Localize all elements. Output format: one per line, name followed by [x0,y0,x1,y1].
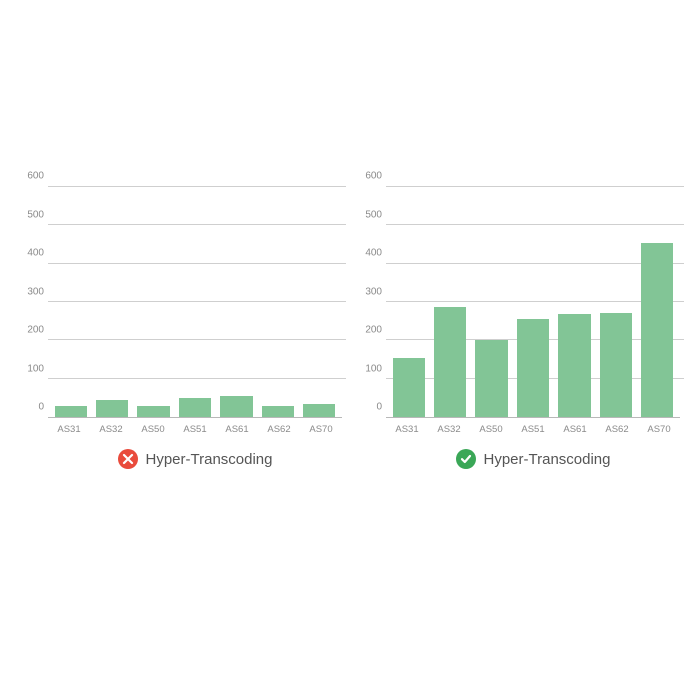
x-label: AS32 [90,424,132,435]
bar-slot [637,168,678,417]
x-label: AS32 [428,424,470,435]
y-tick: 200 [27,325,44,336]
y-tick: 0 [376,402,382,413]
chart-legend: Hyper-Transcoding [386,449,680,469]
x-label: AS70 [638,424,680,435]
chart-legend: Hyper-Transcoding [48,449,342,469]
x-axis: AS31 AS32 AS50 AS51 AS61 AS62 AS70 [48,424,342,435]
bar-slot [257,168,298,417]
bar-slot [554,168,595,417]
bar [641,243,673,417]
bar [600,313,632,417]
bar-slot [174,168,215,417]
y-tick: 400 [365,248,382,259]
y-tick: 100 [365,363,382,374]
x-label: AS70 [300,424,342,435]
x-label: AS31 [386,424,428,435]
bar-slot [595,168,636,417]
chart-panel-right: 600 500 400 300 200 100 0 [358,168,680,469]
y-tick: 500 [27,209,44,220]
x-label: AS31 [48,424,90,435]
y-tick: 500 [365,209,382,220]
x-label: AS61 [554,424,596,435]
bar [393,358,425,417]
chart-panel-left: 600 500 400 300 200 100 0 [20,168,342,469]
bar-slot [512,168,553,417]
bar [475,340,507,417]
bar-slot [471,168,512,417]
bar [55,406,87,417]
x-label: AS62 [596,424,638,435]
y-axis: 600 500 400 300 200 100 0 [20,168,48,418]
bar [220,396,252,417]
y-tick: 200 [365,325,382,336]
cross-icon [118,449,138,469]
bar-slot [216,168,257,417]
chart-area: 600 500 400 300 200 100 0 [20,168,342,418]
bar [303,404,335,417]
bar [558,314,590,417]
x-label: AS50 [132,424,174,435]
y-axis: 600 500 400 300 200 100 0 [358,168,386,418]
chart-area: 600 500 400 300 200 100 0 [358,168,680,418]
bar-slot [429,168,470,417]
check-icon [456,449,476,469]
legend-label: Hyper-Transcoding [146,451,273,468]
y-tick: 600 [27,171,44,182]
x-label: AS51 [512,424,554,435]
legend-label: Hyper-Transcoding [484,451,611,468]
x-axis: AS31 AS32 AS50 AS51 AS61 AS62 AS70 [386,424,680,435]
bar [517,319,549,417]
x-label: AS51 [174,424,216,435]
y-tick: 300 [365,286,382,297]
bar-slot [299,168,340,417]
y-tick: 300 [27,286,44,297]
y-tick: 0 [38,402,44,413]
bar-slot [133,168,174,417]
bars-group [386,168,680,417]
x-label: AS62 [258,424,300,435]
bar-slot [91,168,132,417]
y-tick: 600 [365,171,382,182]
bar [96,400,128,417]
bar [179,398,211,417]
bar [434,307,466,417]
y-tick: 100 [27,363,44,374]
bar [262,406,294,417]
x-label: AS50 [470,424,512,435]
y-tick: 400 [27,248,44,259]
plot-area [48,168,342,418]
bar [137,406,169,417]
x-label: AS61 [216,424,258,435]
bars-group [48,168,342,417]
bar-slot [388,168,429,417]
charts-container: 600 500 400 300 200 100 0 [0,168,700,469]
plot-area [386,168,680,418]
bar-slot [50,168,91,417]
